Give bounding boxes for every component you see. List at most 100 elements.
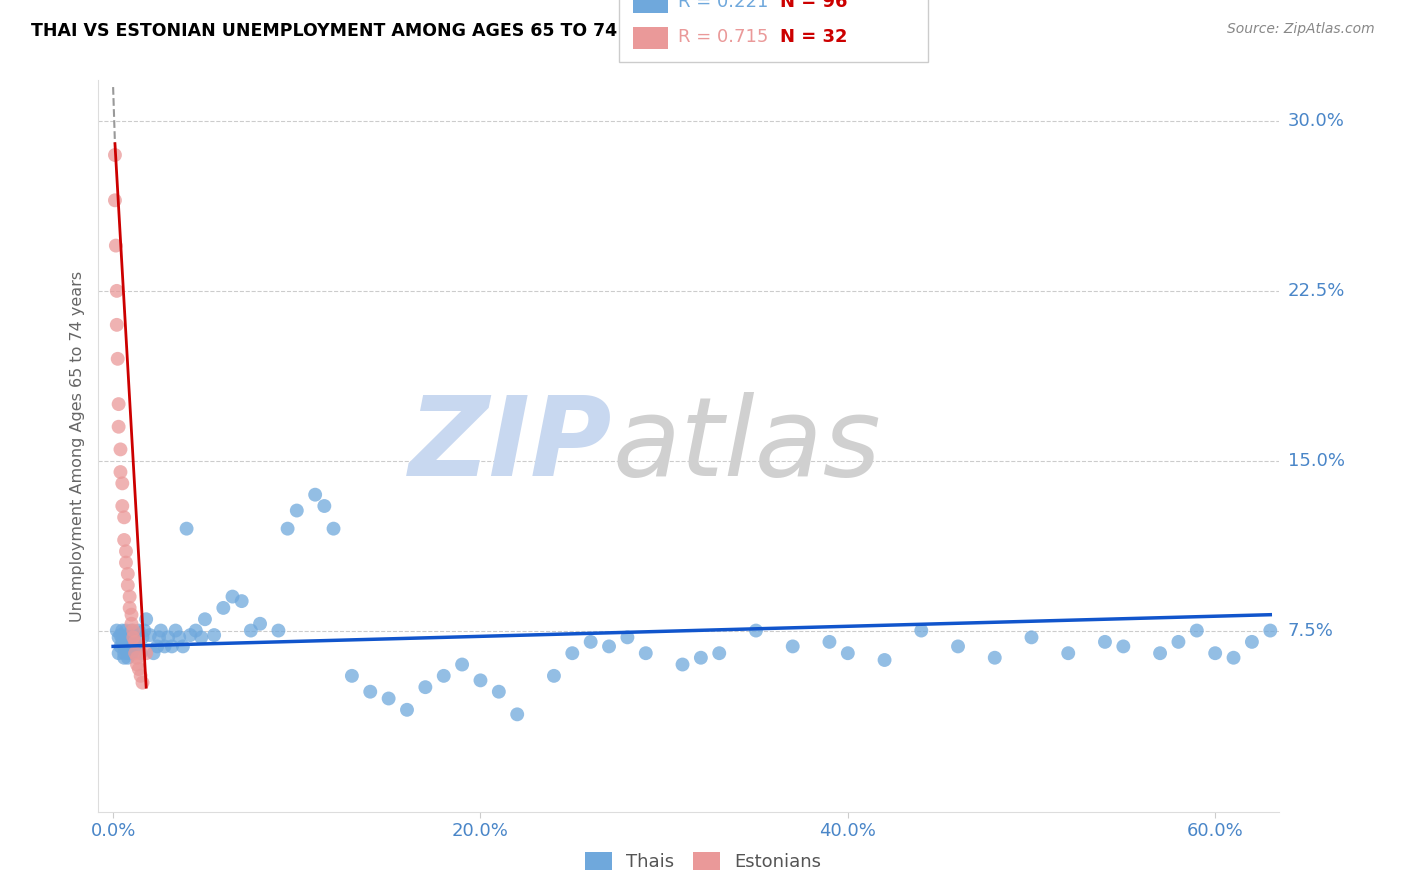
Point <box>115 640 138 654</box>
Point <box>117 650 139 665</box>
Point <box>395 703 418 717</box>
Point <box>359 684 381 698</box>
Point <box>139 628 162 642</box>
Point <box>146 640 169 654</box>
Text: THAI VS ESTONIAN UNEMPLOYMENT AMONG AGES 65 TO 74 YEARS CORRELATION CHART: THAI VS ESTONIAN UNEMPLOYMENT AMONG AGES… <box>31 22 901 40</box>
Point <box>709 646 731 660</box>
Point <box>1057 646 1080 660</box>
Point <box>135 646 157 660</box>
Point <box>745 624 768 638</box>
Text: N = 32: N = 32 <box>780 29 848 46</box>
Point <box>112 510 135 524</box>
Point <box>172 640 194 654</box>
Point <box>124 635 146 649</box>
Point <box>946 640 969 654</box>
Point <box>128 624 150 638</box>
Point <box>112 650 135 665</box>
Point <box>470 673 492 688</box>
Point <box>1278 640 1301 654</box>
Point <box>105 318 128 332</box>
Point <box>111 624 134 638</box>
Point <box>122 624 145 638</box>
Point <box>285 503 308 517</box>
Point <box>160 640 183 654</box>
Point <box>121 616 143 631</box>
Point <box>115 631 138 645</box>
Point <box>304 488 326 502</box>
Point <box>107 646 129 660</box>
Text: 15.0%: 15.0% <box>1288 451 1344 470</box>
Text: 22.5%: 22.5% <box>1288 282 1346 300</box>
Point <box>148 631 170 645</box>
Point <box>1112 640 1135 654</box>
Point <box>1021 631 1043 645</box>
Point <box>110 442 132 457</box>
Point <box>179 628 201 642</box>
Point <box>1222 650 1244 665</box>
Point <box>112 646 135 660</box>
Point <box>134 624 156 638</box>
Text: R = 0.221: R = 0.221 <box>678 0 768 11</box>
Point <box>377 691 399 706</box>
Point <box>506 707 529 722</box>
Point <box>112 533 135 547</box>
Point <box>124 646 146 660</box>
Point <box>340 669 363 683</box>
Point <box>118 590 141 604</box>
Point <box>122 631 145 645</box>
Point <box>202 628 225 642</box>
Text: 30.0%: 30.0% <box>1288 112 1344 130</box>
Point <box>117 646 139 660</box>
Point <box>104 238 127 252</box>
Point <box>157 631 180 645</box>
Point <box>115 556 138 570</box>
Point <box>110 640 132 654</box>
Point <box>107 351 129 366</box>
Point <box>616 631 638 645</box>
Point <box>153 640 176 654</box>
Point <box>239 624 262 638</box>
Point <box>671 657 693 672</box>
Point <box>111 632 134 647</box>
Point <box>561 646 583 660</box>
Point <box>212 601 235 615</box>
Text: R = 0.715: R = 0.715 <box>678 29 768 46</box>
Point <box>125 650 148 665</box>
Point <box>125 657 148 672</box>
Point <box>1204 646 1226 660</box>
Point <box>1240 635 1263 649</box>
Point <box>105 284 128 298</box>
Point <box>128 662 150 676</box>
Point <box>118 640 141 654</box>
Point <box>837 646 859 660</box>
Point <box>910 624 932 638</box>
Text: Source: ZipAtlas.com: Source: ZipAtlas.com <box>1227 22 1375 37</box>
Point <box>543 669 565 683</box>
Point <box>122 628 145 642</box>
Point <box>135 612 157 626</box>
Point <box>129 646 152 660</box>
Point <box>118 631 141 645</box>
Point <box>104 194 127 208</box>
Point <box>118 601 141 615</box>
Point <box>488 684 510 698</box>
Point <box>110 628 132 642</box>
Point <box>433 669 456 683</box>
Point <box>634 646 657 660</box>
Point <box>107 397 129 411</box>
Point <box>579 635 602 649</box>
Point <box>1185 624 1208 638</box>
Point <box>873 653 896 667</box>
Point <box>121 624 143 638</box>
Point <box>131 675 153 690</box>
Y-axis label: Unemployment Among Ages 65 to 74 years: Unemployment Among Ages 65 to 74 years <box>70 270 86 622</box>
Point <box>231 594 253 608</box>
Point <box>149 624 172 638</box>
Point <box>117 578 139 592</box>
Point <box>167 631 190 645</box>
Point <box>322 522 344 536</box>
Text: ZIP: ZIP <box>409 392 612 500</box>
Point <box>107 631 129 645</box>
Point <box>1167 635 1189 649</box>
Point <box>249 616 271 631</box>
